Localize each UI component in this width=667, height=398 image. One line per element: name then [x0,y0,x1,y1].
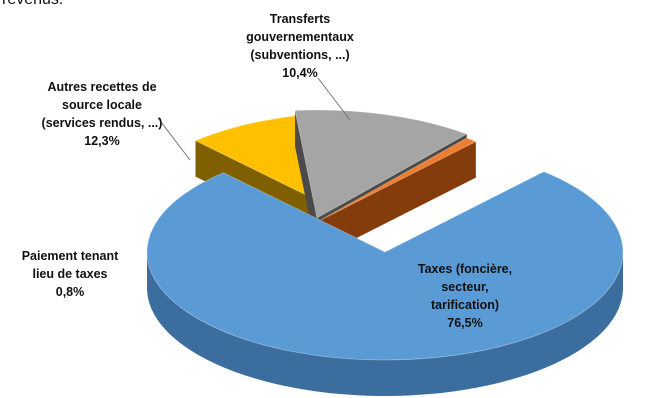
label-autres-line2: source locale [62,98,142,112]
label-autres-recettes: Autres recettes de source locale (servic… [22,78,182,150]
pie-slice-3 [316,137,478,258]
pie-slice-rim-0 [147,252,623,396]
label-paiement-line2: lieu de taxes [32,267,108,281]
pie-slice-0 [146,171,624,396]
top-text-fragment: revenus. [2,0,63,9]
label-transferts-line1: Transferts [269,12,331,26]
label-autres-line1: Autres recettes de [47,80,157,94]
label-taxes-line2: secteur, [441,280,489,294]
leader-line-1 [317,77,351,121]
value-autres: 12,3% [84,134,120,148]
value-taxes: 76,5% [447,316,483,330]
leader-line-2 [157,117,191,161]
label-taxes: Taxes (foncière, secteur, tarification) … [390,260,540,332]
label-paiement-line1: Paiement tenant [21,249,119,263]
label-autres-line3: (services rendus, ...) [41,116,163,130]
label-transferts-line2: gouvernementaux [246,30,354,44]
label-transferts-line3: (subventions, ...) [250,48,350,62]
pie-slice-top-3 [316,137,478,223]
label-paiement: Paiement tenant lieu de taxes 0,8% [10,247,130,301]
value-transferts: 10,4% [282,66,318,80]
value-paiement: 0,8% [55,285,85,299]
pie-slice-face-3-1 [317,141,476,258]
pie-slice-top-0 [146,171,624,361]
label-taxes-line1: Taxes (foncière, [417,262,513,276]
pie-slice-top-2 [294,109,468,219]
label-transferts: Transferts gouvernementaux (subventions,… [215,10,385,82]
label-taxes-line3: tarification) [430,298,500,312]
